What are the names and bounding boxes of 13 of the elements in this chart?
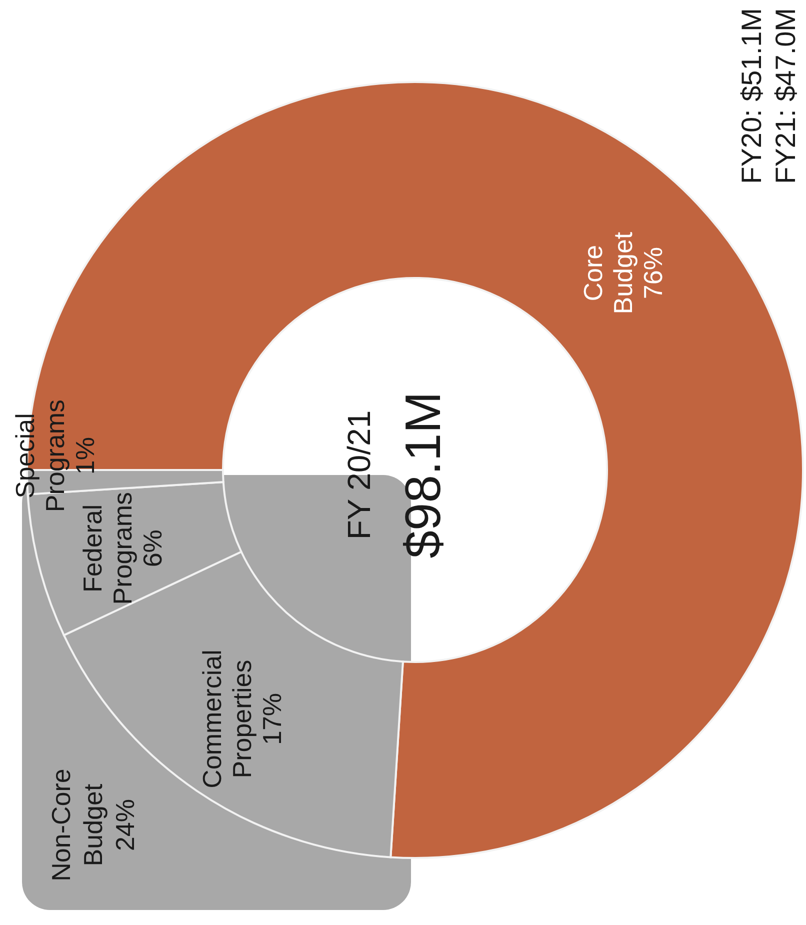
data-label: 76% bbox=[638, 247, 668, 300]
data-label: 6% bbox=[137, 530, 168, 568]
text: FY20: $51.1M bbox=[736, 8, 767, 184]
text: FY 20/21 bbox=[341, 410, 377, 540]
slice-label: Core Budget bbox=[578, 231, 638, 314]
text: FY21: $47.0M bbox=[770, 8, 801, 184]
data-label: 1% bbox=[70, 436, 100, 475]
slice-label: Commercial Properties bbox=[197, 650, 258, 788]
text: Non-Core Budget 24% bbox=[46, 768, 140, 882]
data-label: 17% bbox=[257, 692, 288, 746]
text: $98.1M bbox=[395, 392, 451, 558]
slice-label: Special Programs bbox=[10, 399, 70, 512]
slice-label: Federal Programs bbox=[77, 492, 138, 605]
